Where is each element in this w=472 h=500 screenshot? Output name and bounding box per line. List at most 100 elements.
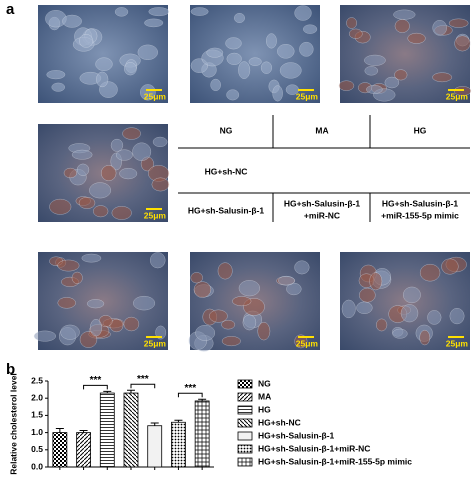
cell <box>96 71 109 88</box>
legend-label: HG <box>258 404 271 414</box>
cell <box>100 165 117 182</box>
grid-cell: HG+sh-Salusin-β-1 <box>188 205 265 215</box>
error-bar <box>150 422 159 426</box>
cell <box>193 281 212 298</box>
cell <box>76 163 90 176</box>
y-tick-label: 0.5 <box>31 444 43 454</box>
panel-label: b <box>6 361 15 378</box>
cell <box>394 19 410 33</box>
panel-label: a <box>6 1 15 18</box>
grid-cell: +miR-155-5p mimic <box>381 210 459 220</box>
cell <box>78 196 96 209</box>
cell <box>392 328 408 339</box>
legend-label: HG+sh-NC <box>258 417 301 427</box>
cell <box>123 316 140 332</box>
scale-label: 25μm <box>446 91 469 101</box>
cell <box>151 177 170 192</box>
legend-label: HG+sh-Salusin-β-1 <box>258 430 335 440</box>
bar <box>99 392 115 468</box>
scale-label: 25μm <box>144 338 167 348</box>
scale-label: 25μm <box>144 210 167 220</box>
cell <box>89 182 112 199</box>
cell <box>366 84 383 94</box>
cell <box>81 253 102 263</box>
cell <box>294 5 312 21</box>
cell <box>272 85 283 102</box>
cell <box>221 319 236 330</box>
legend-label: NG <box>258 378 271 388</box>
cell <box>338 80 355 91</box>
cell <box>364 54 386 66</box>
grid-cell: HG+sh-Salusin-β-1 <box>382 198 459 208</box>
cell <box>238 280 260 297</box>
cell <box>132 142 152 161</box>
cell <box>149 252 166 269</box>
significance-label: *** <box>137 374 149 385</box>
cell <box>119 167 138 180</box>
cell <box>419 263 441 282</box>
cell <box>110 138 124 152</box>
cell <box>139 84 156 101</box>
grid-cell: MA <box>315 125 328 135</box>
cell <box>402 286 421 304</box>
cell <box>441 258 459 275</box>
grid-cell: HG+sh-NC <box>205 166 248 176</box>
cell <box>432 72 453 83</box>
cell <box>148 7 170 17</box>
cell <box>71 149 93 160</box>
cell <box>46 70 66 80</box>
bar <box>171 421 186 468</box>
cell <box>62 14 82 28</box>
cell <box>278 275 295 286</box>
cell <box>93 205 109 218</box>
cell <box>419 329 431 346</box>
cell <box>346 17 358 29</box>
cell <box>341 299 356 319</box>
cell <box>122 127 141 140</box>
cell <box>448 18 469 28</box>
error-bar <box>198 398 207 401</box>
y-tick-label: 1.0 <box>31 427 43 437</box>
cell <box>190 7 209 16</box>
y-tick-label: 0.0 <box>31 461 43 471</box>
y-tick-label: 2.0 <box>31 392 43 402</box>
cell <box>294 334 308 349</box>
bar <box>147 425 163 468</box>
cell <box>393 9 416 20</box>
cell <box>449 308 465 325</box>
y-tick-label: 2.5 <box>31 375 43 385</box>
legend-label: MA <box>258 391 271 401</box>
cell <box>394 69 408 81</box>
cell <box>248 57 262 66</box>
cell <box>299 41 314 57</box>
legend-swatch <box>237 431 253 441</box>
legend-swatch <box>237 405 253 415</box>
cell <box>277 44 295 59</box>
cell <box>232 296 252 307</box>
grid-lines <box>178 115 470 222</box>
cell <box>115 149 133 161</box>
cell <box>260 61 273 74</box>
cell <box>137 44 158 61</box>
significance-bracket <box>83 384 108 390</box>
cell <box>400 304 419 323</box>
cell <box>133 295 156 311</box>
cell <box>427 310 442 325</box>
significance-label: *** <box>184 383 196 394</box>
legend-swatch <box>237 392 253 402</box>
bar <box>123 392 139 468</box>
cell <box>86 299 105 309</box>
cell <box>294 260 310 275</box>
legend-label: HG+sh-Salusin-β-1+miR-155-5p mimic <box>258 456 412 466</box>
cell <box>369 272 383 291</box>
cell <box>242 314 257 331</box>
cell <box>79 331 98 348</box>
cell <box>238 61 251 80</box>
grid-cell: NG <box>220 125 233 135</box>
cell <box>71 271 83 284</box>
cell <box>279 62 302 79</box>
cell <box>111 206 132 220</box>
cell <box>95 57 113 71</box>
bar <box>52 432 68 468</box>
